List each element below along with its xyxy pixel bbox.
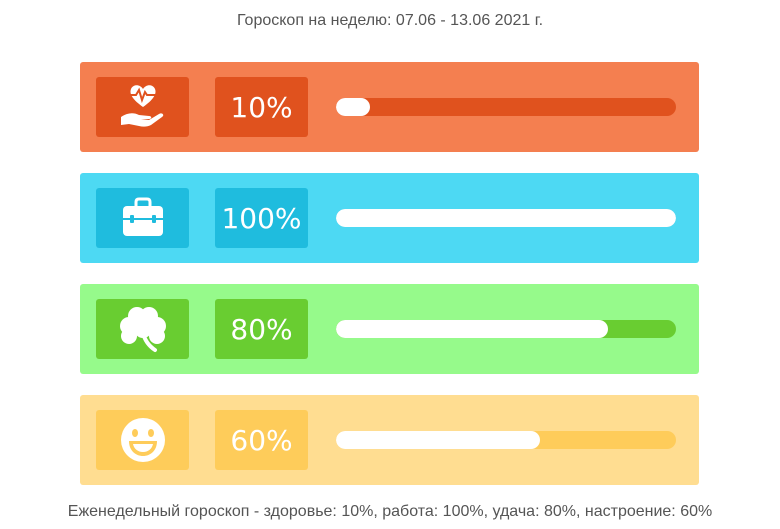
work-percent: 100% xyxy=(215,188,308,248)
health-progress-bar xyxy=(336,98,676,116)
health-percent: 10% xyxy=(215,77,308,137)
luck-progress-bar xyxy=(336,320,676,338)
luck-card: 80% xyxy=(80,284,699,374)
mood-percent: 60% xyxy=(215,410,308,470)
clover-icon xyxy=(119,307,166,352)
health-icon-box xyxy=(96,77,189,137)
work-card: 100% xyxy=(80,173,699,263)
briefcase-icon xyxy=(122,197,163,236)
luck-icon-box xyxy=(96,299,189,359)
luck-progress-fill xyxy=(336,320,608,338)
work-icon-box xyxy=(96,188,189,248)
health-card: 10% xyxy=(80,62,699,152)
mood-progress-bar xyxy=(336,431,676,449)
smiley-icon xyxy=(120,418,165,462)
weekly-summary: Еженедельный гороскоп - здоровье: 10%, р… xyxy=(67,503,713,520)
health-progress-fill xyxy=(336,98,370,116)
work-progress-bar xyxy=(336,209,676,227)
luck-percent: 80% xyxy=(215,299,308,359)
work-progress-fill xyxy=(336,209,676,227)
mood-progress-fill xyxy=(336,431,540,449)
page-title: Гороскоп на неделю: 07.06 - 13.06 2021 г… xyxy=(236,12,544,29)
mood-card: 60% xyxy=(80,395,699,485)
mood-icon-box xyxy=(96,410,189,470)
heart-hand-icon xyxy=(120,85,163,127)
